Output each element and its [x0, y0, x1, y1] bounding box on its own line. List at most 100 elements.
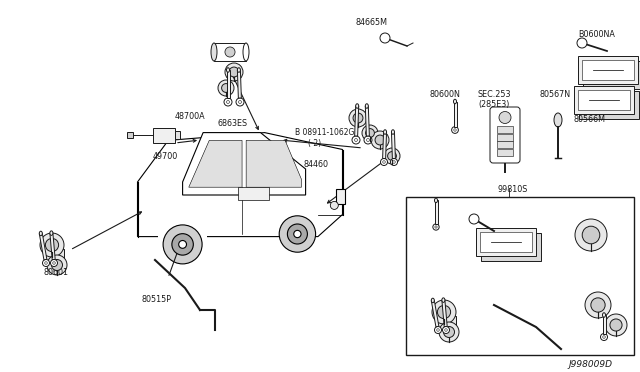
Bar — [578, 56, 638, 84]
Polygon shape — [365, 106, 369, 136]
Polygon shape — [227, 70, 230, 98]
Circle shape — [355, 138, 358, 141]
Circle shape — [163, 225, 202, 264]
Polygon shape — [138, 132, 342, 237]
Text: J998009D: J998009D — [568, 360, 612, 369]
Text: 84460: 84460 — [303, 160, 328, 169]
Circle shape — [437, 305, 451, 318]
Circle shape — [179, 241, 186, 248]
Circle shape — [227, 100, 230, 103]
Bar — [127, 132, 133, 138]
Text: 80566M: 80566M — [574, 115, 606, 124]
Ellipse shape — [39, 231, 42, 236]
Text: 48700A: 48700A — [175, 112, 205, 121]
Circle shape — [582, 226, 600, 244]
Ellipse shape — [211, 43, 217, 61]
Ellipse shape — [365, 104, 368, 108]
Polygon shape — [602, 315, 605, 334]
Bar — [578, 90, 630, 110]
Bar — [436, 316, 456, 328]
Text: 99810S: 99810S — [498, 185, 529, 194]
FancyBboxPatch shape — [490, 107, 520, 163]
Circle shape — [436, 329, 439, 331]
Text: B 08911-1062G: B 08911-1062G — [295, 128, 355, 137]
Polygon shape — [383, 132, 387, 158]
Circle shape — [218, 80, 234, 96]
Circle shape — [577, 38, 587, 48]
Circle shape — [439, 322, 459, 342]
Circle shape — [172, 234, 193, 255]
Circle shape — [349, 109, 367, 127]
Circle shape — [380, 33, 390, 43]
Polygon shape — [442, 300, 447, 327]
Bar — [583, 61, 640, 89]
Ellipse shape — [602, 313, 605, 317]
Bar — [406, 197, 634, 355]
Circle shape — [384, 148, 400, 164]
Circle shape — [42, 260, 49, 266]
Polygon shape — [189, 140, 242, 187]
Circle shape — [432, 300, 456, 324]
Circle shape — [605, 314, 627, 336]
Text: 80601: 80601 — [43, 268, 68, 277]
Circle shape — [239, 100, 241, 103]
Polygon shape — [392, 132, 396, 158]
Text: 80515P: 80515P — [141, 295, 171, 304]
Bar — [497, 126, 513, 133]
Ellipse shape — [554, 113, 562, 127]
Circle shape — [445, 329, 447, 331]
Circle shape — [364, 136, 372, 144]
Text: (285E3): (285E3) — [478, 100, 509, 109]
Circle shape — [610, 319, 622, 331]
Text: 80600N: 80600N — [430, 90, 461, 99]
Ellipse shape — [50, 231, 53, 235]
Bar — [480, 232, 532, 252]
Circle shape — [365, 129, 374, 137]
Bar — [175, 131, 180, 139]
Circle shape — [225, 47, 235, 57]
Circle shape — [435, 226, 437, 228]
Bar — [497, 148, 513, 155]
Circle shape — [294, 230, 301, 238]
Text: 80567N: 80567N — [539, 90, 570, 99]
Circle shape — [433, 224, 439, 230]
Ellipse shape — [454, 99, 456, 104]
Bar — [574, 86, 634, 114]
Circle shape — [236, 98, 244, 106]
Ellipse shape — [227, 68, 230, 72]
Bar — [274, 217, 321, 231]
Circle shape — [221, 84, 230, 92]
Text: 49700: 49700 — [153, 152, 179, 161]
Polygon shape — [431, 300, 439, 327]
Circle shape — [603, 336, 605, 338]
Ellipse shape — [392, 130, 394, 134]
Bar — [214, 43, 246, 61]
Bar — [44, 249, 64, 261]
Circle shape — [353, 113, 363, 123]
Circle shape — [229, 67, 239, 77]
Bar — [481, 233, 541, 261]
Polygon shape — [246, 140, 301, 187]
Bar — [497, 134, 513, 141]
Text: 6863ES: 6863ES — [218, 119, 248, 128]
Circle shape — [442, 327, 449, 334]
Circle shape — [452, 126, 458, 134]
Polygon shape — [39, 233, 47, 260]
Text: SEC.253: SEC.253 — [478, 90, 511, 99]
Circle shape — [367, 138, 369, 141]
Bar — [497, 141, 513, 148]
Circle shape — [383, 161, 385, 163]
Bar — [158, 229, 207, 244]
Circle shape — [454, 129, 456, 131]
Circle shape — [362, 125, 378, 141]
Circle shape — [375, 135, 385, 145]
Text: B0600NA: B0600NA — [578, 30, 615, 39]
Polygon shape — [182, 132, 306, 195]
Circle shape — [390, 158, 397, 166]
Circle shape — [469, 214, 479, 224]
Polygon shape — [454, 102, 456, 126]
Polygon shape — [50, 233, 55, 260]
Circle shape — [435, 327, 442, 334]
Polygon shape — [355, 106, 358, 136]
Circle shape — [381, 158, 387, 166]
